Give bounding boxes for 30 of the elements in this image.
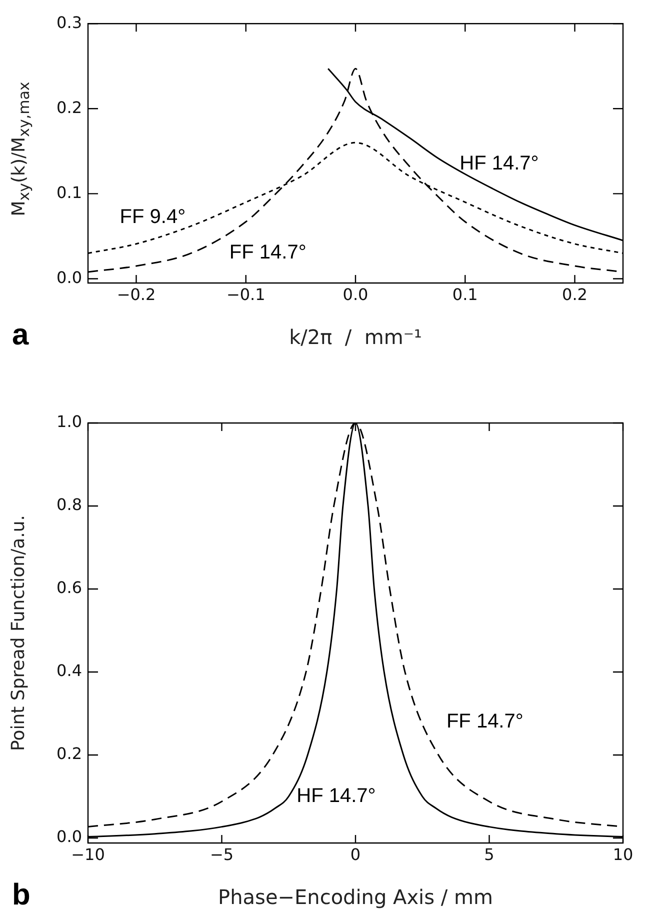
y-tick-label: 0.3	[56, 12, 82, 32]
series-label: HF 14.7°	[296, 785, 376, 808]
x-axis-title: k/2π / mm⁻¹	[288, 325, 423, 349]
y-tick-label: 0.2	[56, 744, 82, 764]
y-tick-label: 0.4	[56, 661, 82, 680]
x-tick-label: 0.1	[452, 284, 478, 304]
text: a	[12, 318, 29, 352]
y-tick-label: 0.1	[56, 182, 82, 202]
y-tick-label: 1.0	[56, 412, 82, 432]
x-tick-label: −5	[210, 844, 234, 864]
x-tick-label: −0.2	[116, 284, 156, 304]
text: b	[12, 878, 30, 912]
y-tick-label: 0.2	[56, 98, 82, 117]
series-label: HF 14.7°	[460, 152, 539, 174]
x-tick-label: 0.0	[342, 284, 368, 304]
series-label: FF 14.7°	[229, 242, 306, 264]
x-axis-title: Phase−Encoding Axis / mm	[217, 885, 494, 909]
x-tick-label: 0.2	[562, 284, 588, 304]
series-label: FF 14.7°	[446, 710, 524, 732]
y-tick-label: 0.8	[56, 495, 82, 514]
y-tick-label: 0.6	[56, 578, 82, 598]
series-label: FF 9.4°	[120, 206, 186, 228]
y-tick-label: 0.0	[56, 827, 82, 846]
x-tick-label: 0	[350, 844, 361, 864]
y-axis-title: Point Spread Function/a.u.	[8, 514, 29, 752]
y-tick-label: 0.0	[56, 268, 82, 287]
x-tick-label: 10	[612, 844, 634, 864]
x-tick-label: −10	[71, 844, 105, 864]
x-tick-label: −0.1	[226, 284, 266, 304]
x-tick-label: 5	[484, 844, 494, 864]
